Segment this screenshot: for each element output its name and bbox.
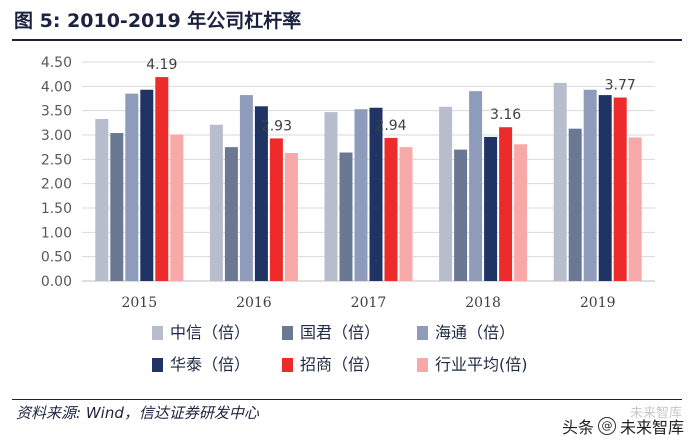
bar <box>284 153 298 281</box>
x-tick-label: 2019 <box>580 295 616 311</box>
bar <box>369 107 383 281</box>
bar <box>568 128 582 281</box>
watermark-prefix: 头条 <box>561 418 594 437</box>
y-tick-label: 2.50 <box>41 152 72 168</box>
y-tick-label: 3.50 <box>41 104 72 120</box>
bar <box>239 95 253 282</box>
legend-label: 国君（倍） <box>300 323 380 342</box>
data-label: 4.19 <box>146 57 177 73</box>
y-tick-label: 1.00 <box>41 225 72 241</box>
y-tick-label: 4.00 <box>41 79 72 95</box>
data-label: 2.94 <box>375 118 406 134</box>
y-tick-label: 3.00 <box>41 128 72 144</box>
x-tick-label: 2017 <box>351 295 387 311</box>
bar <box>514 144 528 281</box>
y-axis-ticks: 0.00 0.50 1.00 1.50 2.00 2.50 3.00 3.50 4.00 4.50 <box>41 55 72 290</box>
data-labels: 4.19 2.93 2.94 3.16 3.77 <box>146 57 636 134</box>
y-tick-label: 1.50 <box>41 201 72 217</box>
title-rule <box>12 39 682 41</box>
bar <box>269 138 283 281</box>
legend-label: 行业平均(倍) <box>435 355 528 374</box>
watermark-brand: 未来智库 <box>619 418 684 437</box>
legend-swatch <box>152 358 163 372</box>
data-label: 3.16 <box>490 107 521 123</box>
bars <box>95 77 642 282</box>
legend-swatch <box>417 326 428 340</box>
bar <box>125 93 139 281</box>
bar <box>454 149 468 281</box>
y-tick-label: 4.50 <box>41 55 72 71</box>
bar <box>354 109 368 281</box>
data-label: 2.93 <box>261 118 292 134</box>
bar <box>110 133 124 281</box>
legend-label: 中信（倍） <box>170 323 250 342</box>
legend: 中信（倍） 国君（倍） 海通（倍） 华泰（倍） 招商（倍） 行业平均(倍) <box>152 323 528 374</box>
legend-swatch <box>152 326 163 340</box>
watermark-overlay: 未来智库 <box>629 406 682 421</box>
legend-swatch <box>282 358 293 372</box>
data-label: 3.77 <box>605 78 636 94</box>
y-tick-label: 0.00 <box>41 274 72 290</box>
legend-swatch <box>417 358 428 372</box>
bar <box>583 89 597 282</box>
source-note: 资料来源: Wind，信达证券研发中心 <box>16 404 259 422</box>
watermark: 头条 @ 未来智库 <box>562 414 684 438</box>
bar <box>324 112 338 281</box>
bar-chart: 0.00 0.50 1.00 1.50 2.00 2.50 3.00 3.50 4.00 4.50… <box>41 55 655 374</box>
bar <box>170 134 184 281</box>
bar <box>469 91 483 281</box>
bar <box>399 147 413 281</box>
bar <box>628 137 642 281</box>
source-rule <box>12 399 682 400</box>
bar <box>499 127 513 281</box>
at-icon: @ <box>597 417 616 435</box>
x-tick-label: 2016 <box>236 295 272 311</box>
bar <box>598 95 612 282</box>
legend-swatch <box>282 326 293 340</box>
bar <box>613 97 627 281</box>
bar <box>254 106 268 281</box>
x-tick-label: 2018 <box>465 295 501 311</box>
bar <box>140 89 154 282</box>
bar <box>155 77 169 281</box>
x-tick-label: 2015 <box>121 295 157 311</box>
y-tick-label: 2.00 <box>41 177 72 193</box>
y-tick-label: 0.50 <box>41 250 72 266</box>
legend-label: 华泰（倍） <box>170 355 250 374</box>
bar <box>224 147 238 281</box>
bar <box>339 152 353 281</box>
bar <box>484 136 498 281</box>
legend-label: 海通（倍） <box>435 323 515 342</box>
bar <box>439 106 453 281</box>
bar <box>384 137 398 281</box>
legend-label: 招商（倍） <box>300 355 380 374</box>
figure-title: 图 5: 2010-2019 年公司杠杆率 <box>14 10 302 32</box>
x-axis-ticks: 2015 2016 2017 2018 2019 <box>121 295 615 311</box>
bar <box>95 118 109 281</box>
bar <box>209 124 223 281</box>
bar <box>553 82 567 281</box>
